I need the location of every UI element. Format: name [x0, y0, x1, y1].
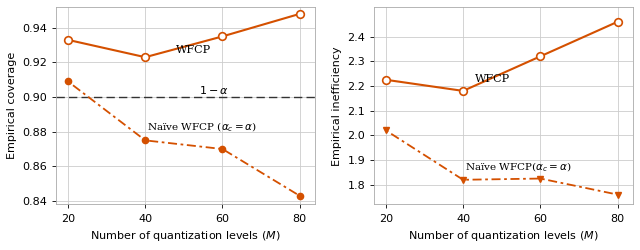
X-axis label: Number of quantization levels ($M$): Number of quantization levels ($M$) [408, 229, 599, 243]
Text: WFCP: WFCP [475, 74, 510, 84]
X-axis label: Number of quantization levels ($M$): Number of quantization levels ($M$) [90, 229, 281, 243]
Text: $1 - \alpha$: $1 - \alpha$ [199, 84, 229, 96]
Text: WFCP: WFCP [176, 45, 211, 55]
Y-axis label: Empirical inefficiency: Empirical inefficiency [332, 46, 342, 166]
Y-axis label: Empirical coverage: Empirical coverage [7, 52, 17, 159]
Text: Naïve WFCP ($\alpha_c = \alpha$): Naïve WFCP ($\alpha_c = \alpha$) [147, 120, 257, 134]
Text: Naïve WFCP($\alpha_c = \alpha$): Naïve WFCP($\alpha_c = \alpha$) [465, 160, 572, 174]
